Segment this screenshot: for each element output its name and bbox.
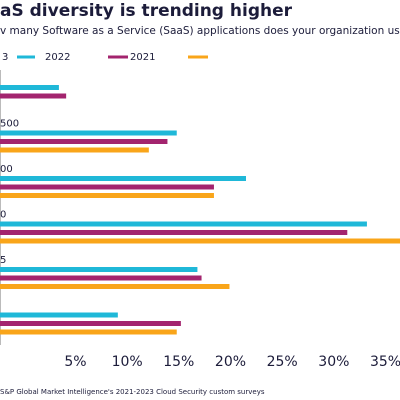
x-tick-label: 30% [318, 354, 349, 370]
bar [0, 238, 400, 244]
bar [0, 176, 246, 181]
bar [0, 85, 59, 90]
legend-label: 2021 [130, 52, 155, 63]
bar [0, 221, 367, 227]
bar [0, 139, 168, 144]
bar [0, 130, 177, 136]
bar [0, 267, 198, 272]
x-tick-label: 20% [215, 354, 246, 370]
category-label: 0 [0, 210, 6, 221]
x-tick-label: 10% [112, 354, 143, 370]
bar [0, 284, 230, 289]
x-tick-label: 35% [370, 354, 400, 370]
bar [0, 93, 67, 99]
category-label: 500 [0, 119, 19, 130]
bar [0, 230, 348, 235]
bar [0, 193, 214, 198]
bar [0, 321, 181, 326]
source: S&P Global Market Intelligence's 2021-20… [0, 388, 265, 396]
bar [0, 275, 202, 281]
x-tick-label: 5% [64, 354, 86, 370]
bar [0, 147, 149, 153]
category-label: 5 [0, 255, 6, 266]
chart-title: aS diversity is trending higher [0, 1, 293, 21]
chart-subtitle: v many Software as a Service (SaaS) appl… [0, 25, 400, 37]
category-label: 00 [0, 164, 13, 175]
bar [0, 329, 177, 335]
legend-label: 3 [2, 52, 8, 63]
legend-label: 2022 [45, 52, 70, 63]
bar [0, 312, 118, 318]
x-tick-label: 25% [267, 354, 298, 370]
bar [0, 184, 214, 190]
x-tick-label: 15% [163, 354, 194, 370]
